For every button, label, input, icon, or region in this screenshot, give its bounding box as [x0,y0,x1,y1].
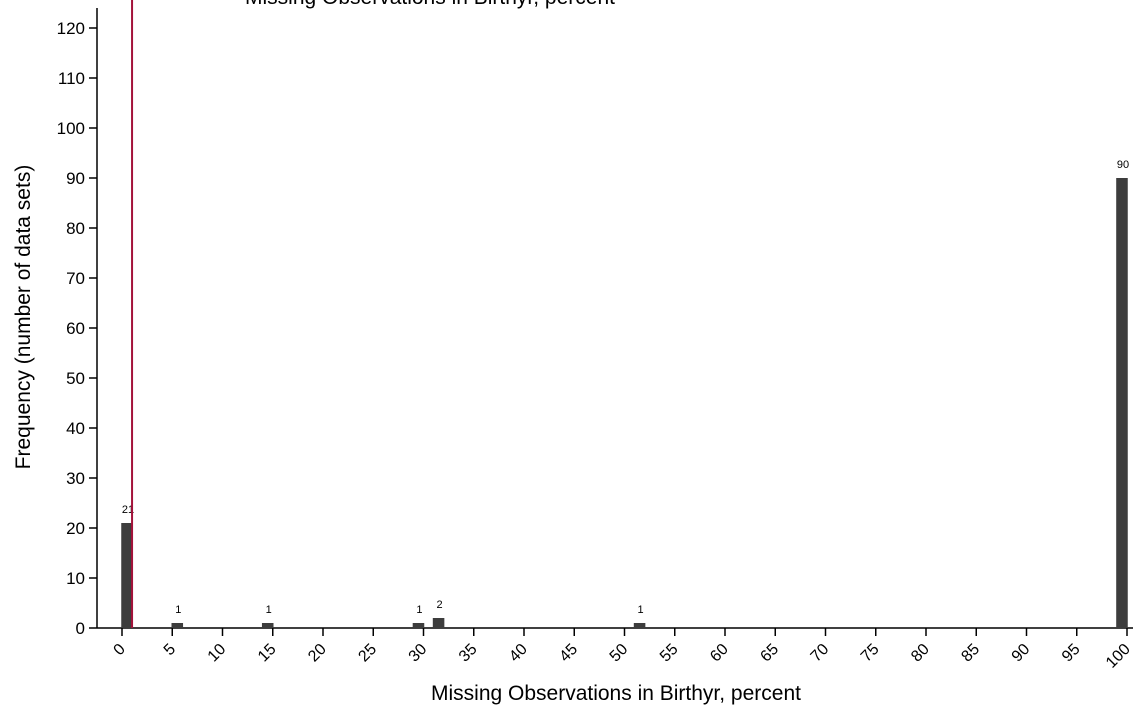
bar-value-label: 1 [416,604,422,616]
x-tick-label: 35 [456,641,481,666]
bar-value-label: 2 [437,599,443,611]
x-tick-label: 75 [858,641,883,666]
x-tick-label: 5 [161,641,179,659]
y-tick-label: 80 [66,219,85,238]
x-tick-label: 45 [556,641,581,666]
bar-value-label: 90 [1117,159,1129,171]
bar [412,623,425,628]
y-axis-title: Frequency (number of data sets) [12,165,35,470]
x-tick-label: 20 [305,641,330,666]
y-tick-label: 40 [66,419,85,438]
x-tick-label: 30 [406,641,431,666]
bars: 211 1 1 2 190 [121,159,1129,628]
y-tick-label: 50 [66,369,85,388]
bar [171,623,184,628]
x-tick-label: 60 [707,641,732,666]
bar [432,618,445,628]
x-tick-label: 40 [506,641,531,666]
x-tick-label: 65 [757,641,782,666]
y-tick-label: 120 [57,19,85,38]
x-tick-label: 25 [355,641,380,666]
bar [121,523,133,628]
x-tick-label: 55 [657,641,682,666]
y-tick-label: 90 [66,169,85,188]
x-tick-label: 90 [1009,641,1034,666]
bar [633,623,646,628]
y-tick-label: 110 [58,69,85,88]
bar-value-label: 1 [638,604,644,616]
y-tick-label: 100 [57,119,85,138]
y-tick-label: 30 [66,469,85,488]
x-axis-title: Missing Observations in Birthyr, percent [431,682,801,705]
x-tick-label: 0 [111,641,129,659]
bar-value-label: 1 [266,604,272,616]
bar-value-label: 1 [175,604,181,616]
x-tick-label: 50 [607,641,632,666]
x-tick-label: 15 [255,641,280,666]
chart-title: Missing Observations in Birthyr, percent [245,0,615,9]
y-tick-label: 70 [66,269,85,288]
x-tick-label: 10 [205,641,230,666]
y-tick-label: 0 [76,619,85,638]
x-tick-label: 80 [908,641,933,666]
y-tick-label: 20 [66,519,85,538]
x-tick-label: 100 [1103,641,1134,672]
x-axis: 0 5 10 15 20 25 30 35 40 45 50 55 60 65 70 75 80 85 90 95 10… [97,627,1134,672]
y-axis: 0 10 20 30 40 50 60 70 80 90 100 110 120 [57,8,98,638]
x-tick-label: 85 [958,641,983,666]
x-tick-label: 95 [1059,641,1084,666]
y-tick-label: 60 [66,319,85,338]
bar [261,623,274,628]
bar [1116,178,1128,628]
x-tick-label: 70 [808,641,833,666]
y-tick-label: 10 [66,569,85,588]
